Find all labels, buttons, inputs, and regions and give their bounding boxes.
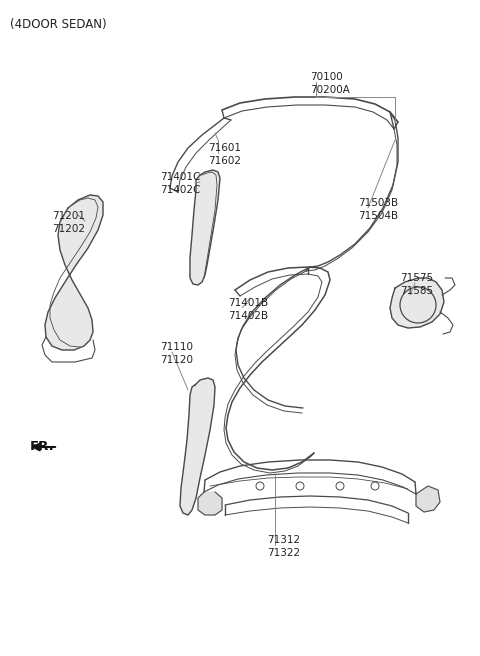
Text: 71401C
71402C: 71401C 71402C [160,172,200,195]
Polygon shape [390,278,444,328]
Text: 71503B
71504B: 71503B 71504B [358,198,398,221]
Text: 71401B
71402B: 71401B 71402B [228,298,268,321]
Text: 70100
70200A: 70100 70200A [310,72,350,95]
Polygon shape [190,170,220,285]
Polygon shape [198,492,222,515]
Polygon shape [45,195,103,350]
Text: (4DOOR SEDAN): (4DOOR SEDAN) [10,18,107,31]
Text: 71110
71120: 71110 71120 [160,342,193,365]
Polygon shape [416,486,440,512]
Text: 71601
71602: 71601 71602 [208,143,241,166]
Text: 71312
71322: 71312 71322 [267,535,300,558]
Text: 71201
71202: 71201 71202 [52,211,85,234]
Polygon shape [180,378,215,515]
Text: FR.: FR. [30,440,55,453]
Text: 71575
71585: 71575 71585 [400,273,433,296]
